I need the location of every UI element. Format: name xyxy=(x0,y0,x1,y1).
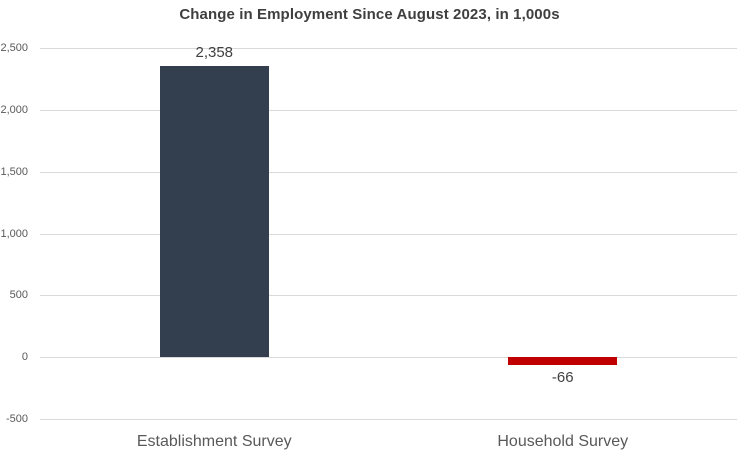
y-axis-tick-label: 2,000 xyxy=(0,103,28,116)
x-axis-category-label: Establishment Survey xyxy=(136,433,292,450)
gridline xyxy=(40,109,737,111)
gridline xyxy=(40,48,737,49)
gridline xyxy=(40,419,737,420)
gridline xyxy=(40,233,737,235)
y-axis-tick-label: 1,000 xyxy=(0,227,28,240)
y-axis-tick-label: -500 xyxy=(5,413,28,425)
data-label: -66 xyxy=(551,369,574,387)
gridline xyxy=(40,357,737,359)
y-axis-tick-label: 500 xyxy=(9,289,28,302)
y-axis-tick-label: 2,500 xyxy=(0,42,28,54)
y-axis-tick-label: 0 xyxy=(21,351,28,364)
x-axis-category-label: Household Survey xyxy=(497,433,629,450)
gridline xyxy=(40,295,737,297)
gridline xyxy=(40,171,737,173)
plot-area xyxy=(40,48,737,420)
y-axis-tick-label: 1,500 xyxy=(0,165,28,178)
chart-title: Change in Employment Since August 2023, … xyxy=(179,6,560,23)
bar-establishment-survey xyxy=(159,65,269,358)
bar-household-survey xyxy=(508,357,618,366)
data-label: 2,358 xyxy=(195,43,234,61)
